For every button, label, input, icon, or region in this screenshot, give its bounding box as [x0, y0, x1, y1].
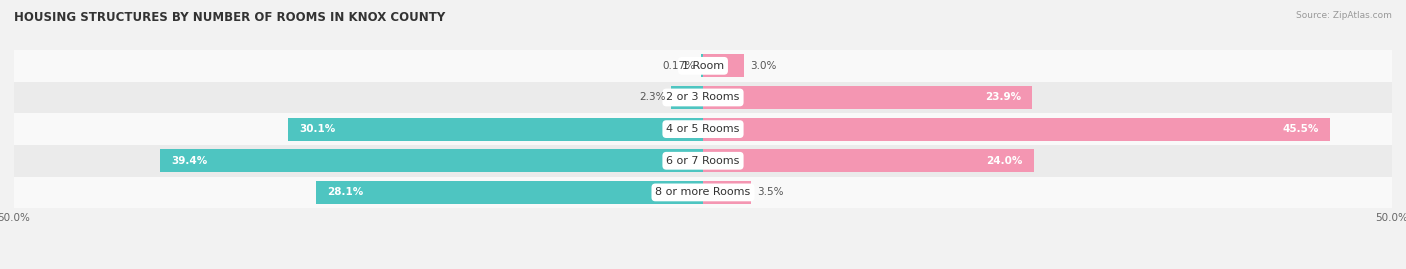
Bar	[160, 149, 703, 172]
Bar	[703, 118, 1330, 140]
Text: 2.3%: 2.3%	[640, 93, 666, 102]
Text: 30.1%: 30.1%	[299, 124, 336, 134]
Bar	[700, 54, 703, 77]
Bar	[14, 50, 1392, 82]
Text: 0.17%: 0.17%	[662, 61, 695, 71]
Text: 2 or 3 Rooms: 2 or 3 Rooms	[666, 93, 740, 102]
Bar	[703, 181, 751, 204]
Bar	[703, 54, 744, 77]
Text: 3.5%: 3.5%	[756, 187, 783, 197]
Text: 24.0%: 24.0%	[986, 156, 1022, 166]
Text: 8 or more Rooms: 8 or more Rooms	[655, 187, 751, 197]
Text: Source: ZipAtlas.com: Source: ZipAtlas.com	[1296, 11, 1392, 20]
Text: 4 or 5 Rooms: 4 or 5 Rooms	[666, 124, 740, 134]
Text: 23.9%: 23.9%	[986, 93, 1021, 102]
Bar	[14, 113, 1392, 145]
Text: 45.5%: 45.5%	[1282, 124, 1319, 134]
Text: 39.4%: 39.4%	[172, 156, 208, 166]
Text: 1 Room: 1 Room	[682, 61, 724, 71]
Bar	[671, 86, 703, 109]
Bar	[316, 181, 703, 204]
Bar	[14, 176, 1392, 208]
Bar	[14, 145, 1392, 176]
Text: 3.0%: 3.0%	[749, 61, 776, 71]
Bar	[14, 82, 1392, 113]
Bar	[703, 86, 1032, 109]
Text: HOUSING STRUCTURES BY NUMBER OF ROOMS IN KNOX COUNTY: HOUSING STRUCTURES BY NUMBER OF ROOMS IN…	[14, 11, 446, 24]
Bar	[703, 149, 1033, 172]
Text: 6 or 7 Rooms: 6 or 7 Rooms	[666, 156, 740, 166]
Bar	[288, 118, 703, 140]
Text: 28.1%: 28.1%	[326, 187, 363, 197]
